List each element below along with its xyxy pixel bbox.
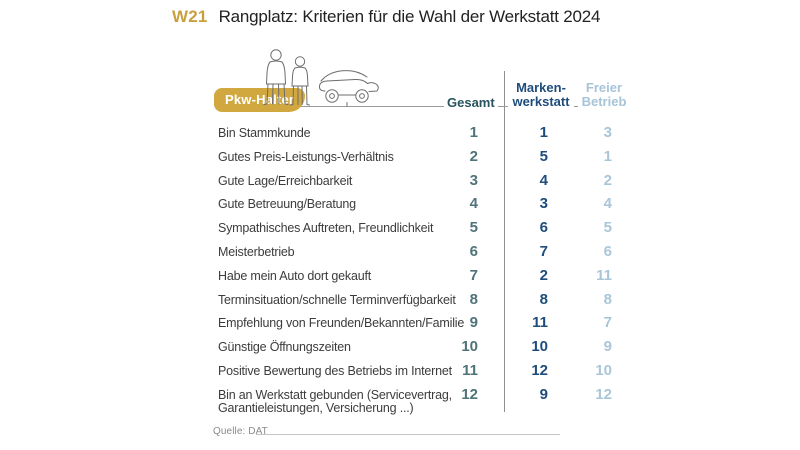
rank-markenwerkstatt: 10 [531,338,548,356]
rank-freier-betrieb: 5 [603,219,612,237]
rank-gesamt: 1 [469,124,478,141]
rank-freier-betrieb: 1 [603,147,612,165]
source-rule [256,434,560,435]
column-divider [504,71,505,412]
table-row: Positive Bewertung des Betriebs im Inter… [218,359,630,383]
table-row: Terminsituation/schnelle Terminverfügbar… [218,288,630,312]
criterion-label: Empfehlung von Freunden/Bekannten/Famili… [218,316,465,331]
rank-freier-betrieb: 9 [603,338,612,356]
rank-gesamt: 4 [469,195,478,213]
figure-code: W21 [172,7,208,26]
rank-freier-betrieb: 2 [603,171,612,189]
column-header-gesamt: Gesamt [444,96,498,110]
column-header-markenwerkstatt-line2: werkstatt [512,93,570,109]
column-header-freier-betrieb-line1: Freier [585,80,623,95]
criterion-label: Gutes Preis-Leistungs-Verhältnis [218,149,394,164]
column-header-markenwerkstatt-line1: Marken- [516,80,566,95]
criterion-label: Gute Betreuung/Beratung [218,197,356,212]
criterion-label: Bin an Werkstatt gebunden (Servicevertra… [218,387,452,415]
rank-markenwerkstatt: 6 [539,219,548,237]
people-and-car-illustration-icon [263,49,379,107]
column-header-markenwerkstatt: Marken- werkstatt [508,81,574,108]
column-header-freier-betrieb: Freier Betrieb [578,81,630,108]
rank-markenwerkstatt: 1 [539,124,548,141]
source-note: Quelle: DAT [213,426,268,437]
rank-markenwerkstatt: 3 [539,195,548,213]
rank-freier-betrieb: 11 [596,266,612,284]
criterion-label: Terminsituation/schnelle Terminverfügbar… [218,292,456,307]
table-row: Empfehlung von Freunden/Bekannten/Famili… [218,311,630,335]
rank-markenwerkstatt: 7 [539,242,548,260]
header-baseline [260,106,582,107]
table-row: Habe mein Auto dort gekauft 7 2 11 [218,264,630,288]
rank-gesamt: 2 [469,147,478,165]
criterion-label: Meisterbetrieb [218,244,295,259]
table-row: Günstige Öffnungszeiten 10 10 9 [218,335,630,359]
table-row: Meisterbetrieb 6 7 6 [218,240,630,264]
ranking-table: Bin Stammkunde 1 1 3 Gutes Preis-Leistun… [218,121,630,415]
criterion-label: Gute Lage/Erreichbarkeit [218,173,353,188]
page-title: Rangplatz: Kriterien für die Wahl der We… [218,7,601,26]
table-row: Bin an Werkstatt gebunden (Servicevertra… [218,383,630,415]
column-header-freier-betrieb-line2: Betrieb [581,93,627,109]
rank-freier-betrieb: 7 [603,314,612,332]
rank-freier-betrieb: 8 [603,290,612,308]
rank-freier-betrieb: 3 [603,124,612,141]
rank-markenwerkstatt: 5 [539,147,548,165]
criterion-label: Bin Stammkunde [218,126,311,140]
table-row: Bin Stammkunde 1 1 3 [218,121,630,145]
title-bar: W21 Rangplatz: Kriterien für die Wahl de… [172,7,600,27]
table-row: Gutes Preis-Leistungs-Verhältnis 2 5 1 [218,145,630,169]
table-row: Gute Betreuung/Beratung 4 3 4 [218,192,630,216]
rank-gesamt: 9 [469,314,478,332]
criterion-label: Positive Bewertung des Betriebs im Inter… [218,363,452,378]
table-row: Sympathisches Auftreten, Freundlichkeit … [218,216,630,240]
rank-gesamt: 12 [461,385,478,403]
table-row: Gute Lage/Erreichbarkeit 3 4 2 [218,169,630,193]
rank-freier-betrieb: 12 [595,385,612,403]
rank-freier-betrieb: 6 [603,242,612,260]
rank-gesamt: 6 [469,242,478,260]
rank-markenwerkstatt: 4 [539,171,548,189]
rank-gesamt: 11 [462,361,478,379]
group-badge: Pkw-Halter [214,88,306,112]
criterion-label: Günstige Öffnungszeiten [218,340,351,355]
rank-markenwerkstatt: 8 [539,290,548,308]
rank-freier-betrieb: 10 [595,361,612,379]
rank-markenwerkstatt: 11 [532,314,548,332]
criterion-label: Sympathisches Auftreten, Freundlichkeit [218,221,434,236]
rank-markenwerkstatt: 2 [539,266,548,284]
rank-markenwerkstatt: 9 [539,385,548,403]
rank-markenwerkstatt: 12 [531,361,548,379]
rank-gesamt: 3 [469,171,478,189]
rank-gesamt: 7 [469,266,478,284]
criterion-label: Habe mein Auto dort gekauft [218,268,372,283]
rank-gesamt: 10 [461,338,478,356]
rank-freier-betrieb: 4 [603,195,612,213]
rank-gesamt: 8 [469,290,478,308]
rank-gesamt: 5 [469,219,478,237]
